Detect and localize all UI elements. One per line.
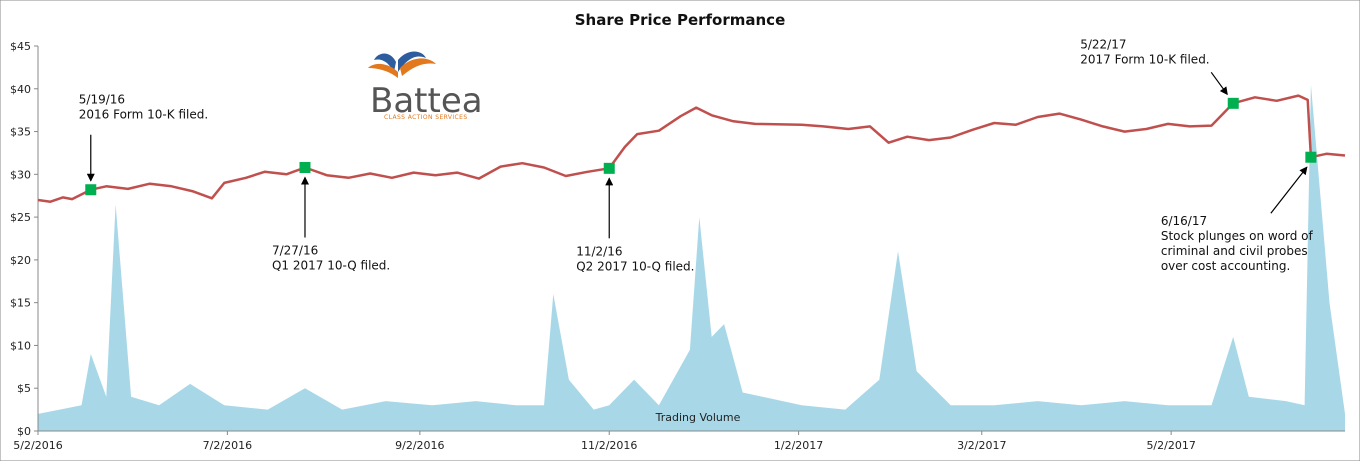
annotation-text: 2016 Form 10-K filed. xyxy=(79,108,208,122)
annotation-arrow xyxy=(1210,71,1228,96)
chart-title: Share Price Performance xyxy=(575,11,786,29)
y-tick-label: $0 xyxy=(17,425,31,438)
event-marker xyxy=(1305,151,1317,163)
annotation-text: 6/16/17 xyxy=(1161,214,1207,228)
price-line xyxy=(37,94,1346,203)
y-tick-label: $5 xyxy=(17,382,31,395)
x-tick-label: 5/2/2016 xyxy=(13,439,62,452)
annotation-text: 11/2/16 xyxy=(576,244,622,258)
annotation-text: criminal and civil probes xyxy=(1161,244,1308,258)
annotation-arrow xyxy=(1270,166,1308,214)
y-tick-label: $15 xyxy=(10,297,31,310)
battea-logo: Battea CLASS ACTION SERVICES xyxy=(368,51,483,121)
event-marker xyxy=(603,162,615,174)
annotation-text: Q1 2017 10-Q filed. xyxy=(272,258,390,272)
volume-layer: Trading Volume xyxy=(38,84,1345,431)
event-marker xyxy=(299,161,311,173)
y-tick-label: $45 xyxy=(10,40,31,53)
annotation-text: Stock plunges on word of xyxy=(1161,229,1314,243)
annotation-text: 5/22/17 xyxy=(1080,37,1126,51)
axes-layer: $0 $5 $10 $15 $20 $25 $30 $35 $40 $45 5/2/2016 7/2/… xyxy=(10,40,1345,452)
x-tick-label: 5/2/2017 xyxy=(1146,439,1195,452)
volume-series-label: Trading Volume xyxy=(655,411,741,424)
x-tick-label: 9/2/2016 xyxy=(395,439,444,452)
x-tick-label: 7/2/2016 xyxy=(203,439,252,452)
event-marker xyxy=(1227,97,1239,109)
y-tick-label: $20 xyxy=(10,254,31,267)
y-tick-label: $25 xyxy=(10,211,31,224)
annotation-text: 2017 Form 10-K filed. xyxy=(1080,52,1209,66)
x-tick-label: 3/2/2017 xyxy=(957,439,1006,452)
price-layer xyxy=(37,94,1346,203)
x-tick-label: 1/2/2017 xyxy=(774,439,823,452)
y-tick-label: $30 xyxy=(10,168,31,181)
logo-name: Battea xyxy=(370,81,483,121)
x-tick-label: 11/2/2016 xyxy=(581,439,637,452)
annotation-text: over cost accounting. xyxy=(1161,259,1290,273)
y-tick-label: $40 xyxy=(10,83,31,96)
volume-area xyxy=(38,84,1345,431)
annotation-text: 7/27/16 xyxy=(272,243,318,257)
logo-tagline: CLASS ACTION SERVICES xyxy=(384,114,468,121)
y-tick-label: $35 xyxy=(10,126,31,139)
logo-swoosh-icon xyxy=(368,51,436,78)
annotation-text: Q2 2017 10-Q filed. xyxy=(576,259,694,273)
y-tick-label: $10 xyxy=(10,339,31,352)
event-marker xyxy=(85,184,97,196)
annotation-text: 5/19/16 xyxy=(79,93,125,107)
